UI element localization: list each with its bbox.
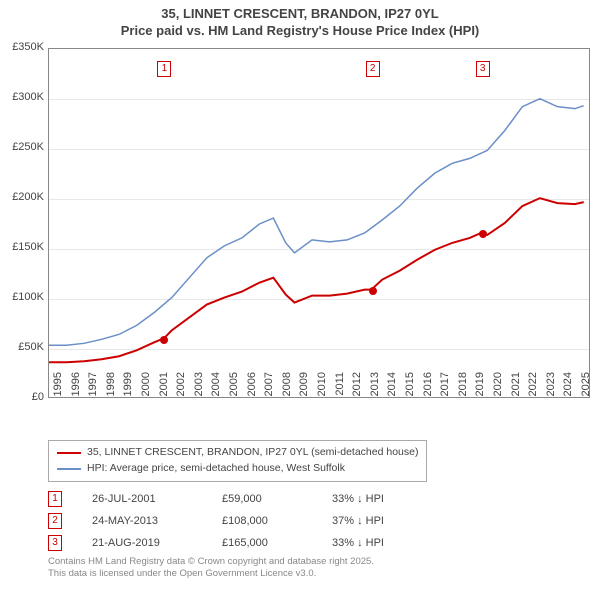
series-hpi (49, 99, 584, 346)
sale-num: 2 (48, 513, 62, 529)
sale-date: 26-JUL-2001 (92, 493, 192, 505)
legend-row-hpi: HPI: Average price, semi-detached house,… (57, 461, 418, 477)
marker-dot (369, 287, 377, 295)
y-axis-label: £350K (4, 41, 44, 53)
legend: 35, LINNET CRESCENT, BRANDON, IP27 0YL (… (48, 440, 427, 482)
chart-title: 35, LINNET CRESCENT, BRANDON, IP27 0YL P… (0, 0, 600, 40)
sale-diff: 33% ↓ HPI (332, 537, 412, 549)
legend-label-hpi: HPI: Average price, semi-detached house,… (87, 461, 345, 477)
legend-swatch-price (57, 452, 81, 454)
y-axis-label: £250K (4, 141, 44, 153)
y-axis-label: £0 (4, 391, 44, 403)
y-axis-label: £50K (4, 341, 44, 353)
legend-label-price: 35, LINNET CRESCENT, BRANDON, IP27 0YL (… (87, 445, 418, 461)
sale-num: 1 (48, 491, 62, 507)
sale-date: 21-AUG-2019 (92, 537, 192, 549)
y-axis-label: £150K (4, 241, 44, 253)
footnote-line2: This data is licensed under the Open Gov… (48, 568, 374, 580)
footnote-line1: Contains HM Land Registry data © Crown c… (48, 556, 374, 568)
sales-table: 1 26-JUL-2001 £59,000 33% ↓ HPI 2 24-MAY-2013… (48, 488, 412, 554)
title-line2: Price paid vs. HM Land Registry's House … (0, 23, 600, 40)
sale-price: £165,000 (222, 537, 302, 549)
marker-dot (479, 230, 487, 238)
sale-row: 1 26-JUL-2001 £59,000 33% ↓ HPI (48, 488, 412, 510)
legend-swatch-hpi (57, 468, 81, 470)
y-axis-label: £300K (4, 91, 44, 103)
sale-price: £59,000 (222, 493, 302, 505)
sale-date: 24-MAY-2013 (92, 515, 192, 527)
marker-label: 1 (157, 61, 171, 77)
sale-num: 3 (48, 535, 62, 551)
sale-price: £108,000 (222, 515, 302, 527)
sale-diff: 33% ↓ HPI (332, 493, 412, 505)
marker-label: 2 (366, 61, 380, 77)
sale-row: 3 21-AUG-2019 £165,000 33% ↓ HPI (48, 532, 412, 554)
legend-row-price: 35, LINNET CRESCENT, BRANDON, IP27 0YL (… (57, 445, 418, 461)
sale-diff: 37% ↓ HPI (332, 515, 412, 527)
sale-row: 2 24-MAY-2013 £108,000 37% ↓ HPI (48, 510, 412, 532)
line-svg (49, 49, 589, 397)
footnote: Contains HM Land Registry data © Crown c… (48, 556, 374, 581)
series-price_paid (49, 198, 584, 362)
y-axis-label: £200K (4, 191, 44, 203)
title-line1: 35, LINNET CRESCENT, BRANDON, IP27 0YL (0, 6, 600, 23)
marker-dot (160, 336, 168, 344)
y-axis-label: £100K (4, 291, 44, 303)
marker-label: 3 (476, 61, 490, 77)
chart-container: 35, LINNET CRESCENT, BRANDON, IP27 0YL P… (0, 0, 600, 590)
plot-area: 1 2 3 (48, 48, 590, 398)
